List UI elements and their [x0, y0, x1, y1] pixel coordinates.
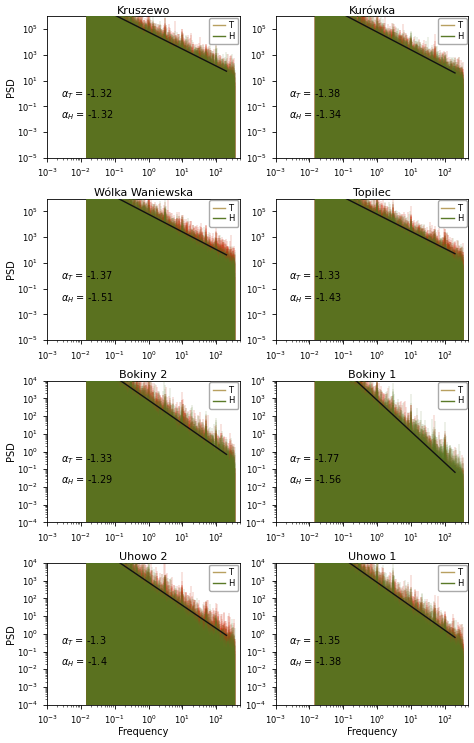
Text: $\alpha_T$ = -1.3: $\alpha_T$ = -1.3 — [61, 634, 106, 648]
Y-axis label: PSD: PSD — [6, 259, 16, 279]
Legend: T, H: T, H — [438, 200, 467, 227]
Title: Topilec: Topilec — [353, 188, 391, 198]
Title: Uhowo 1: Uhowo 1 — [348, 552, 396, 562]
Title: Kruszewo: Kruszewo — [117, 5, 170, 16]
Title: Wólka Waniewska: Wólka Waniewska — [94, 188, 193, 198]
Legend: T, H: T, H — [438, 18, 467, 45]
Y-axis label: PSD: PSD — [6, 77, 16, 97]
Text: $\alpha_H$ = -1.34: $\alpha_H$ = -1.34 — [289, 108, 342, 123]
Text: $\alpha_T$ = -1.38: $\alpha_T$ = -1.38 — [289, 88, 341, 101]
Text: $\alpha_T$ = -1.35: $\alpha_T$ = -1.35 — [289, 634, 341, 648]
Text: $\alpha_T$ = -1.37: $\alpha_T$ = -1.37 — [61, 270, 112, 283]
Text: $\alpha_H$ = -1.32: $\alpha_H$ = -1.32 — [61, 108, 113, 123]
Legend: T, H: T, H — [438, 383, 467, 409]
Title: Kurówka: Kurówka — [348, 5, 396, 16]
Text: $\alpha_H$ = -1.38: $\alpha_H$ = -1.38 — [289, 655, 342, 669]
Legend: T, H: T, H — [210, 565, 238, 591]
Text: $\alpha_H$ = -1.56: $\alpha_H$ = -1.56 — [289, 473, 342, 487]
Legend: T, H: T, H — [210, 383, 238, 409]
Legend: T, H: T, H — [210, 18, 238, 45]
Title: Bokiny 1: Bokiny 1 — [348, 370, 396, 380]
X-axis label: Frequency: Frequency — [118, 727, 169, 738]
Text: $\alpha_H$ = -1.43: $\alpha_H$ = -1.43 — [289, 291, 342, 305]
Text: $\alpha_H$ = -1.29: $\alpha_H$ = -1.29 — [61, 473, 113, 487]
Text: $\alpha_T$ = -1.33: $\alpha_T$ = -1.33 — [61, 452, 112, 466]
Text: $\alpha_T$ = -1.77: $\alpha_T$ = -1.77 — [289, 452, 340, 466]
Legend: T, H: T, H — [210, 200, 238, 227]
Text: $\alpha_H$ = -1.4: $\alpha_H$ = -1.4 — [61, 655, 107, 669]
Text: $\alpha_H$ = -1.51: $\alpha_H$ = -1.51 — [61, 291, 113, 305]
Text: $\alpha_T$ = -1.33: $\alpha_T$ = -1.33 — [289, 270, 341, 283]
Title: Bokiny 2: Bokiny 2 — [119, 370, 168, 380]
Y-axis label: PSD: PSD — [6, 441, 16, 461]
Title: Uhowo 2: Uhowo 2 — [119, 552, 168, 562]
Legend: T, H: T, H — [438, 565, 467, 591]
X-axis label: Frequency: Frequency — [347, 727, 397, 738]
Y-axis label: PSD: PSD — [6, 624, 16, 643]
Text: $\alpha_T$ = -1.32: $\alpha_T$ = -1.32 — [61, 88, 112, 101]
